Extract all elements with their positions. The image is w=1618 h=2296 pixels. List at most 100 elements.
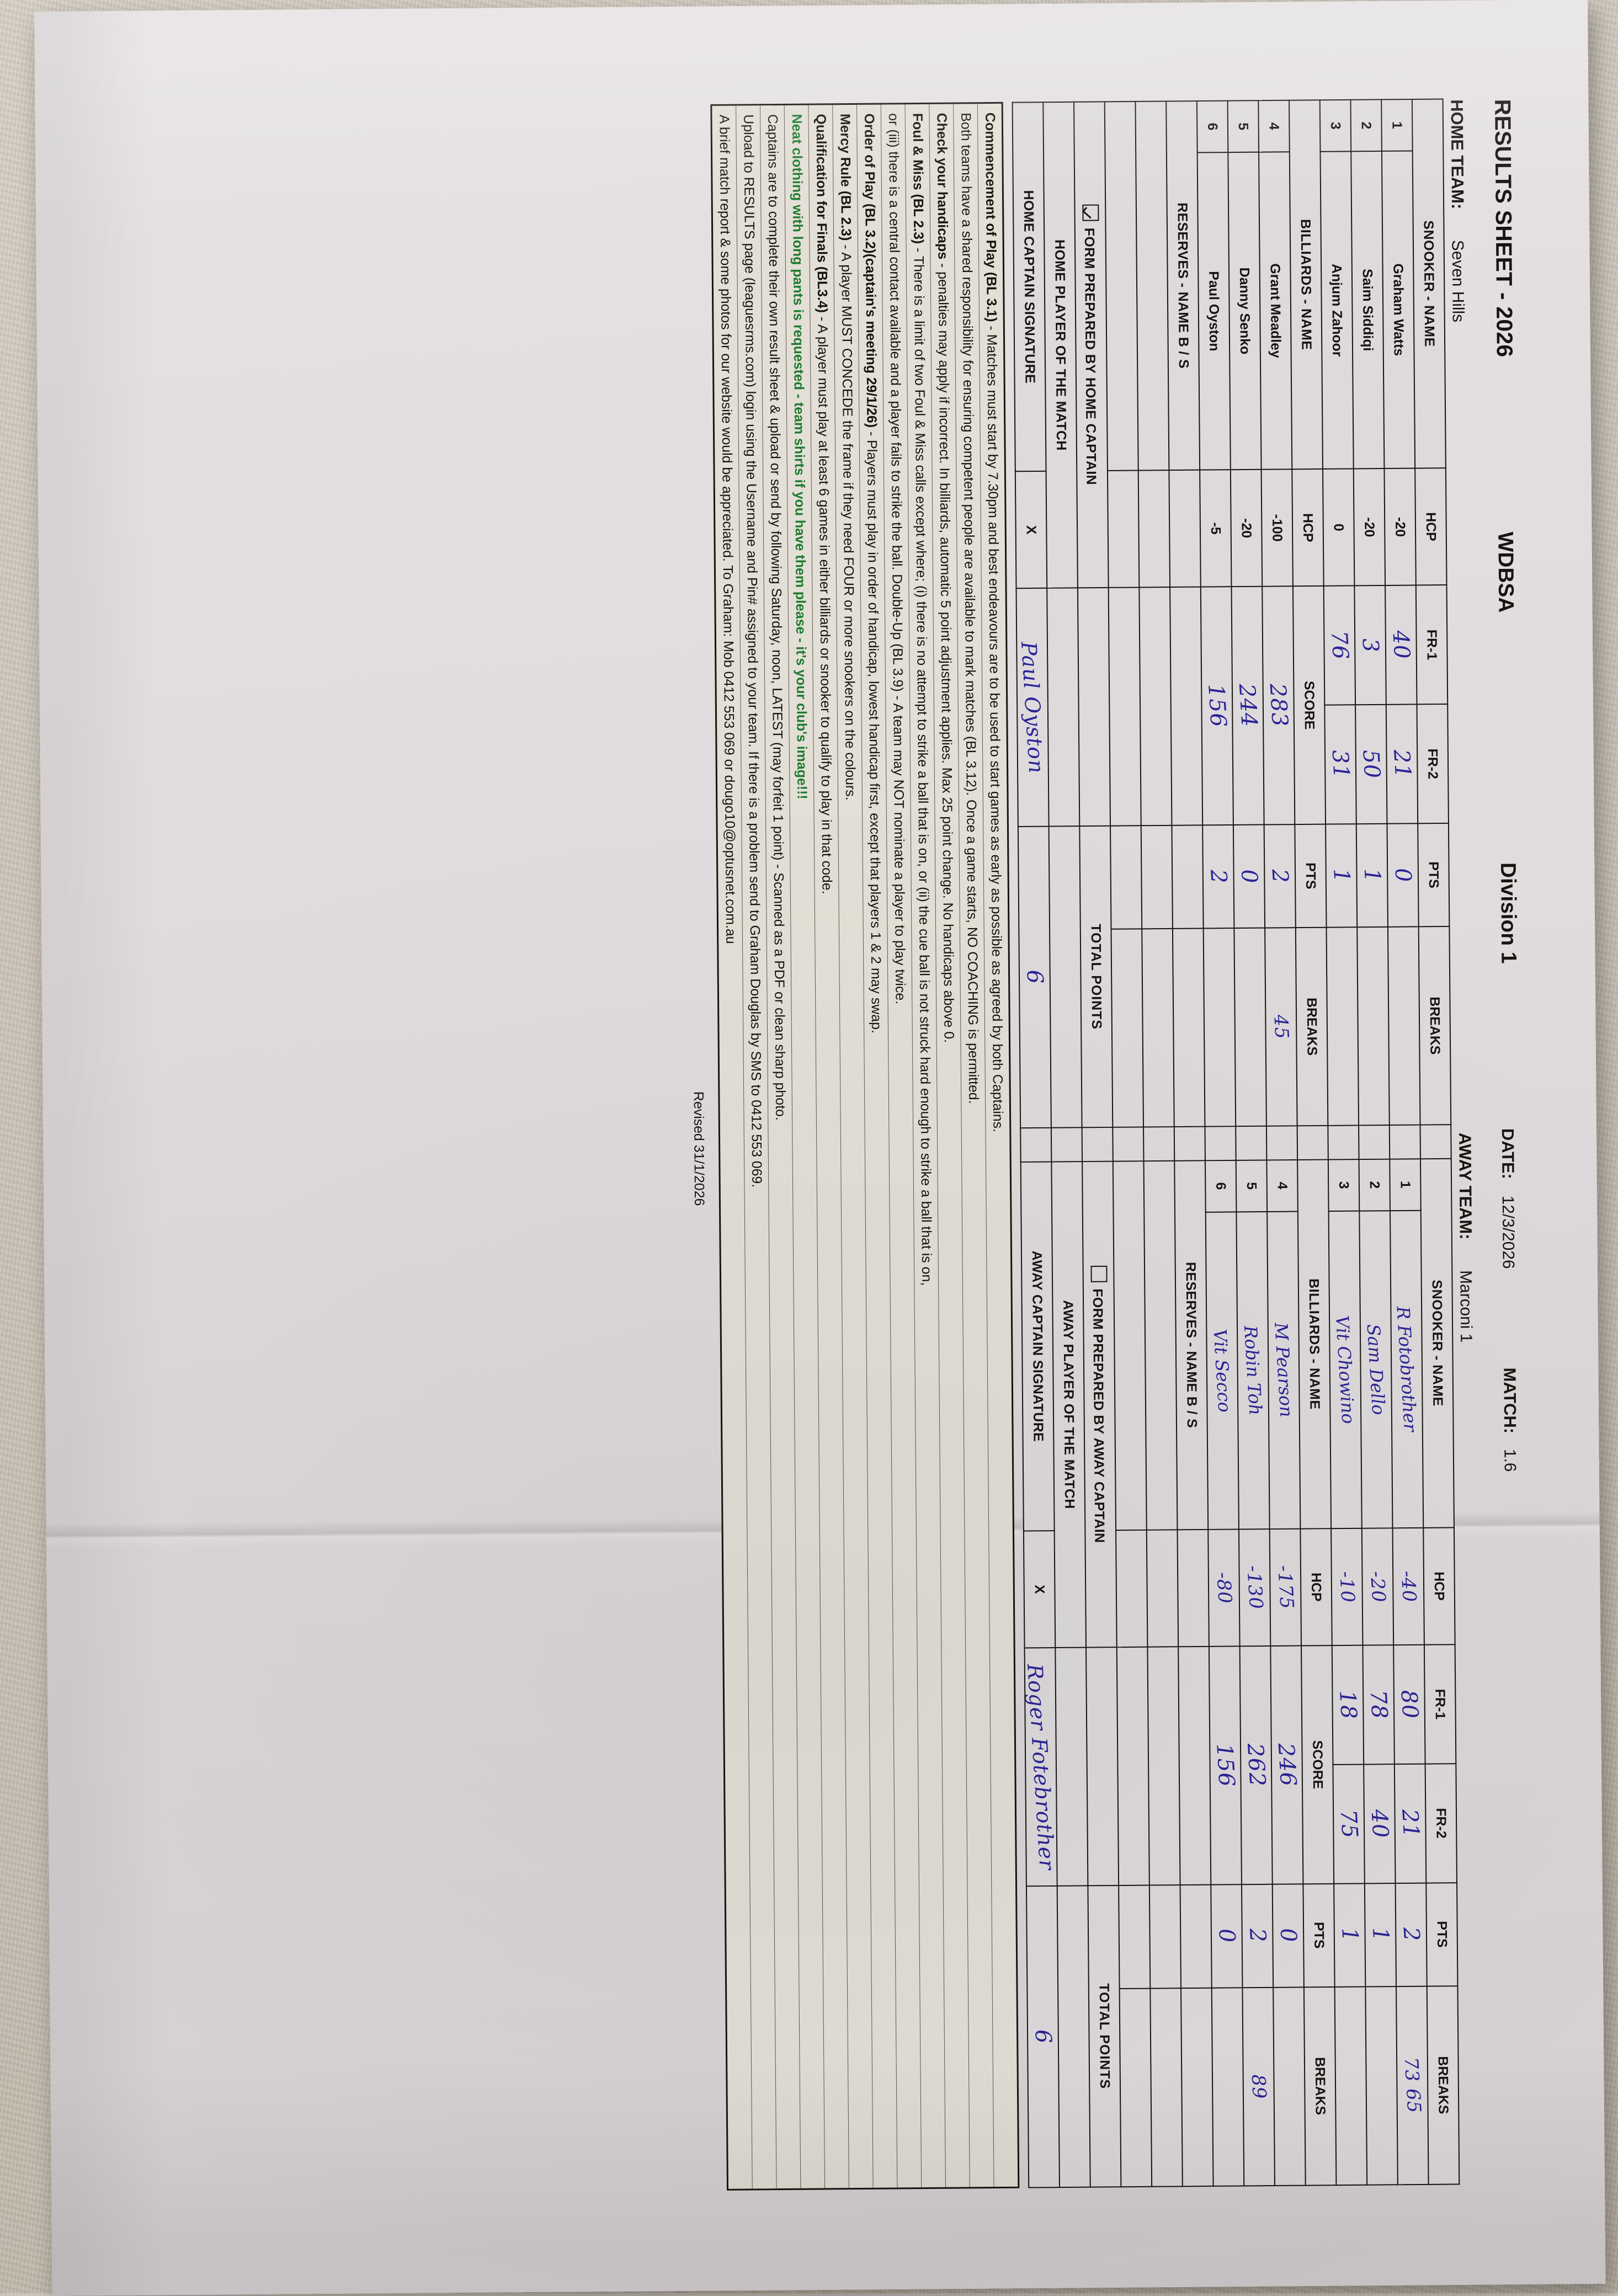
home-snooker-3-pts: 1 bbox=[1325, 824, 1357, 928]
away-billiards-4-hcp: -175 bbox=[1269, 1528, 1301, 1647]
home-player-of-match-value[interactable] bbox=[1046, 588, 1079, 827]
home-billiards-5-breaks bbox=[1233, 928, 1266, 1127]
away-captain-signature-label: AWAY CAPTAIN SIGNATURE bbox=[1020, 1162, 1055, 1531]
away-snooker-1-pts: 2 bbox=[1395, 1883, 1427, 1986]
home-billiards-6-breaks bbox=[1203, 928, 1236, 1127]
home-signature-x: X bbox=[1015, 471, 1047, 589]
home-player-of-match-label: HOME PLAYER OF THE MATCH bbox=[1042, 102, 1078, 589]
away-signature-x: X bbox=[1023, 1530, 1055, 1648]
results-form: RESULTS SHEET - 2026 WDBSA Division 1 DA… bbox=[81, 82, 1558, 2213]
away-form-prepared-label: FORM PREPARED BY AWAY CAPTAIN bbox=[1089, 1288, 1108, 1543]
away-team-value: Marconi 1 bbox=[1456, 1270, 1475, 1343]
home-snooker-1-hcp: -20 bbox=[1383, 468, 1416, 586]
away-billiards-breaks-header: BREAKS bbox=[1303, 1986, 1336, 2186]
date-label: DATE: bbox=[1498, 1128, 1518, 1179]
away-snooker-2-hcp: -20 bbox=[1361, 1528, 1393, 1645]
away-snooker-3-breaks bbox=[1334, 1986, 1367, 2186]
page-title: RESULTS SHEET - 2026 bbox=[1489, 99, 1518, 358]
away-billiards-4-name: M Pearson bbox=[1266, 1211, 1300, 1529]
away-player-of-match-value[interactable] bbox=[1055, 1647, 1088, 1886]
home-snooker-3-fr1: 76 bbox=[1323, 585, 1355, 705]
away-player-of-match-label: AWAY PLAYER OF THE MATCH bbox=[1051, 1161, 1086, 1648]
away-billiards-4-score: 246 bbox=[1270, 1645, 1303, 1884]
away-billiards-5-name: Robin Toh bbox=[1236, 1211, 1270, 1530]
away-snooker-fr2-header: FR-2 bbox=[1425, 1764, 1457, 1883]
home-billiards-6-score: 156 bbox=[1200, 587, 1233, 825]
away-billiards-5-breaks: 89 bbox=[1242, 1987, 1275, 2186]
home-billiards-6-pts: 2 bbox=[1202, 824, 1234, 929]
home-billiards-5-name: Danny Senko bbox=[1227, 152, 1262, 470]
away-snooker-2-breaks bbox=[1365, 1986, 1398, 2185]
home-billiards-4-hcp: -100 bbox=[1261, 469, 1293, 587]
rules-block: Commencement of Play (BL 3.1) - Matches … bbox=[710, 102, 1019, 2191]
away-snooker-2-fr2: 40 bbox=[1363, 1764, 1396, 1884]
home-billiards-6-hcp: -5 bbox=[1199, 470, 1232, 587]
home-snooker-2-fr1: 3 bbox=[1354, 585, 1386, 705]
home-team-label: HOME TEAM: bbox=[1447, 99, 1467, 210]
away-reserve-2 bbox=[1113, 1160, 1147, 1531]
home-total-points-label: TOTAL POINTS bbox=[1079, 825, 1113, 1128]
home-snooker-2-fr2: 50 bbox=[1355, 705, 1387, 824]
division-label: Division 1 bbox=[1495, 862, 1520, 964]
away-billiards-5-hcp: -130 bbox=[1238, 1528, 1270, 1647]
away-snooker-2-no: 2 bbox=[1359, 1159, 1390, 1211]
away-snooker-3-pts: 1 bbox=[1333, 1883, 1365, 1987]
away-snooker-1-fr2: 21 bbox=[1394, 1764, 1426, 1883]
home-billiards-breaks-header: BREAKS bbox=[1295, 927, 1328, 1126]
home-captain-signature-value[interactable]: Paul Oyston bbox=[1015, 588, 1049, 827]
results-table: SNOOKER - NAME HCP FR-1 FR-2 PTS BREAKS … bbox=[1012, 98, 1460, 2188]
away-billiards-4-pts: 0 bbox=[1272, 1884, 1304, 1988]
away-billiards-5-pts: 2 bbox=[1241, 1884, 1273, 1988]
home-reserves-header: RESERVES - NAME B / S bbox=[1165, 101, 1200, 471]
home-snooker-3-hcp: 0 bbox=[1322, 468, 1354, 587]
away-snooker-1-name: R Fotobrother bbox=[1390, 1210, 1423, 1528]
home-snooker-1-fr2: 21 bbox=[1386, 704, 1418, 824]
home-form-prepared-cell: FORM PREPARED BY HOME CAPTAIN bbox=[1073, 102, 1109, 588]
away-billiards-6-pts: 0 bbox=[1210, 1884, 1242, 1988]
away-snooker-hcp-header: HCP bbox=[1423, 1527, 1455, 1645]
home-total-points-value: 6 bbox=[1018, 826, 1051, 1128]
away-reserves-header: RESERVES - NAME B / S bbox=[1174, 1160, 1208, 1530]
home-snooker-2-name: Saim Siddiqi bbox=[1350, 151, 1384, 469]
home-snooker-2-pts: 1 bbox=[1356, 823, 1388, 928]
away-snooker-pts-header: PTS bbox=[1425, 1882, 1457, 1986]
results-form-rotated: RESULTS SHEET - 2026 WDBSA Division 1 DA… bbox=[81, 82, 1558, 2213]
home-snooker-name-header: SNOOKER - NAME bbox=[1412, 99, 1446, 468]
away-billiards-6-score: 156 bbox=[1209, 1646, 1242, 1885]
home-billiards-5-hcp: -20 bbox=[1230, 469, 1262, 587]
away-form-prepared-cell: FORM PREPARED BY AWAY CAPTAIN bbox=[1082, 1161, 1117, 1648]
home-billiards-name-header: BILLIARDS - NAME bbox=[1289, 100, 1323, 470]
away-snooker-fr1-header: FR-1 bbox=[1424, 1644, 1456, 1764]
home-snooker-pts-header: PTS bbox=[1417, 823, 1449, 927]
home-billiards-4-score: 283 bbox=[1262, 586, 1295, 825]
away-billiards-name-header: BILLIARDS - NAME bbox=[1297, 1159, 1331, 1529]
away-snooker-3-no: 3 bbox=[1328, 1159, 1359, 1211]
home-snooker-2-hcp: -20 bbox=[1353, 468, 1385, 586]
home-billiards-4-no: 4 bbox=[1258, 100, 1290, 152]
home-snooker-2-breaks bbox=[1356, 926, 1390, 1126]
home-captain-signature-label: HOME CAPTAIN SIGNATURE bbox=[1012, 102, 1046, 472]
home-snooker-fr1-header: FR-1 bbox=[1415, 585, 1447, 705]
away-snooker-1-no: 1 bbox=[1389, 1158, 1421, 1211]
match-label: MATCH: bbox=[1499, 1367, 1520, 1434]
home-reserve-1 bbox=[1135, 101, 1169, 471]
home-billiards-4-name: Grant Meadley bbox=[1258, 152, 1292, 470]
home-snooker-3-no: 3 bbox=[1319, 99, 1351, 152]
away-billiards-6-no: 6 bbox=[1205, 1160, 1236, 1212]
away-captain-signature-value[interactable]: Roger Fotebrother bbox=[1024, 1648, 1057, 1886]
home-form-prepared-label: FORM PREPARED BY HOME CAPTAIN bbox=[1081, 227, 1099, 486]
away-snooker-3-fr1: 18 bbox=[1332, 1645, 1364, 1765]
match-value: 1.6 bbox=[1500, 1448, 1519, 1472]
home-snooker-1-no: 1 bbox=[1381, 99, 1413, 151]
home-billiards-5-pts: 0 bbox=[1233, 824, 1265, 928]
away-total-points-label: TOTAL POINTS bbox=[1087, 1885, 1121, 2187]
away-billiards-6-breaks bbox=[1211, 1987, 1244, 2186]
home-form-prepared-checkbox[interactable] bbox=[1082, 204, 1099, 221]
home-team-value: Seven Hills bbox=[1448, 239, 1467, 323]
paper-sheet: RESULTS SHEET - 2026 WDBSA Division 1 DA… bbox=[34, 0, 1606, 2296]
away-billiards-score-header: SCORE bbox=[1301, 1645, 1334, 1884]
away-snooker-2-pts: 1 bbox=[1364, 1883, 1396, 1987]
home-snooker-1-name: Graham Watts bbox=[1381, 151, 1415, 469]
away-snooker-2-name: Sam Dello bbox=[1359, 1210, 1393, 1528]
away-form-prepared-checkbox[interactable] bbox=[1090, 1265, 1108, 1282]
